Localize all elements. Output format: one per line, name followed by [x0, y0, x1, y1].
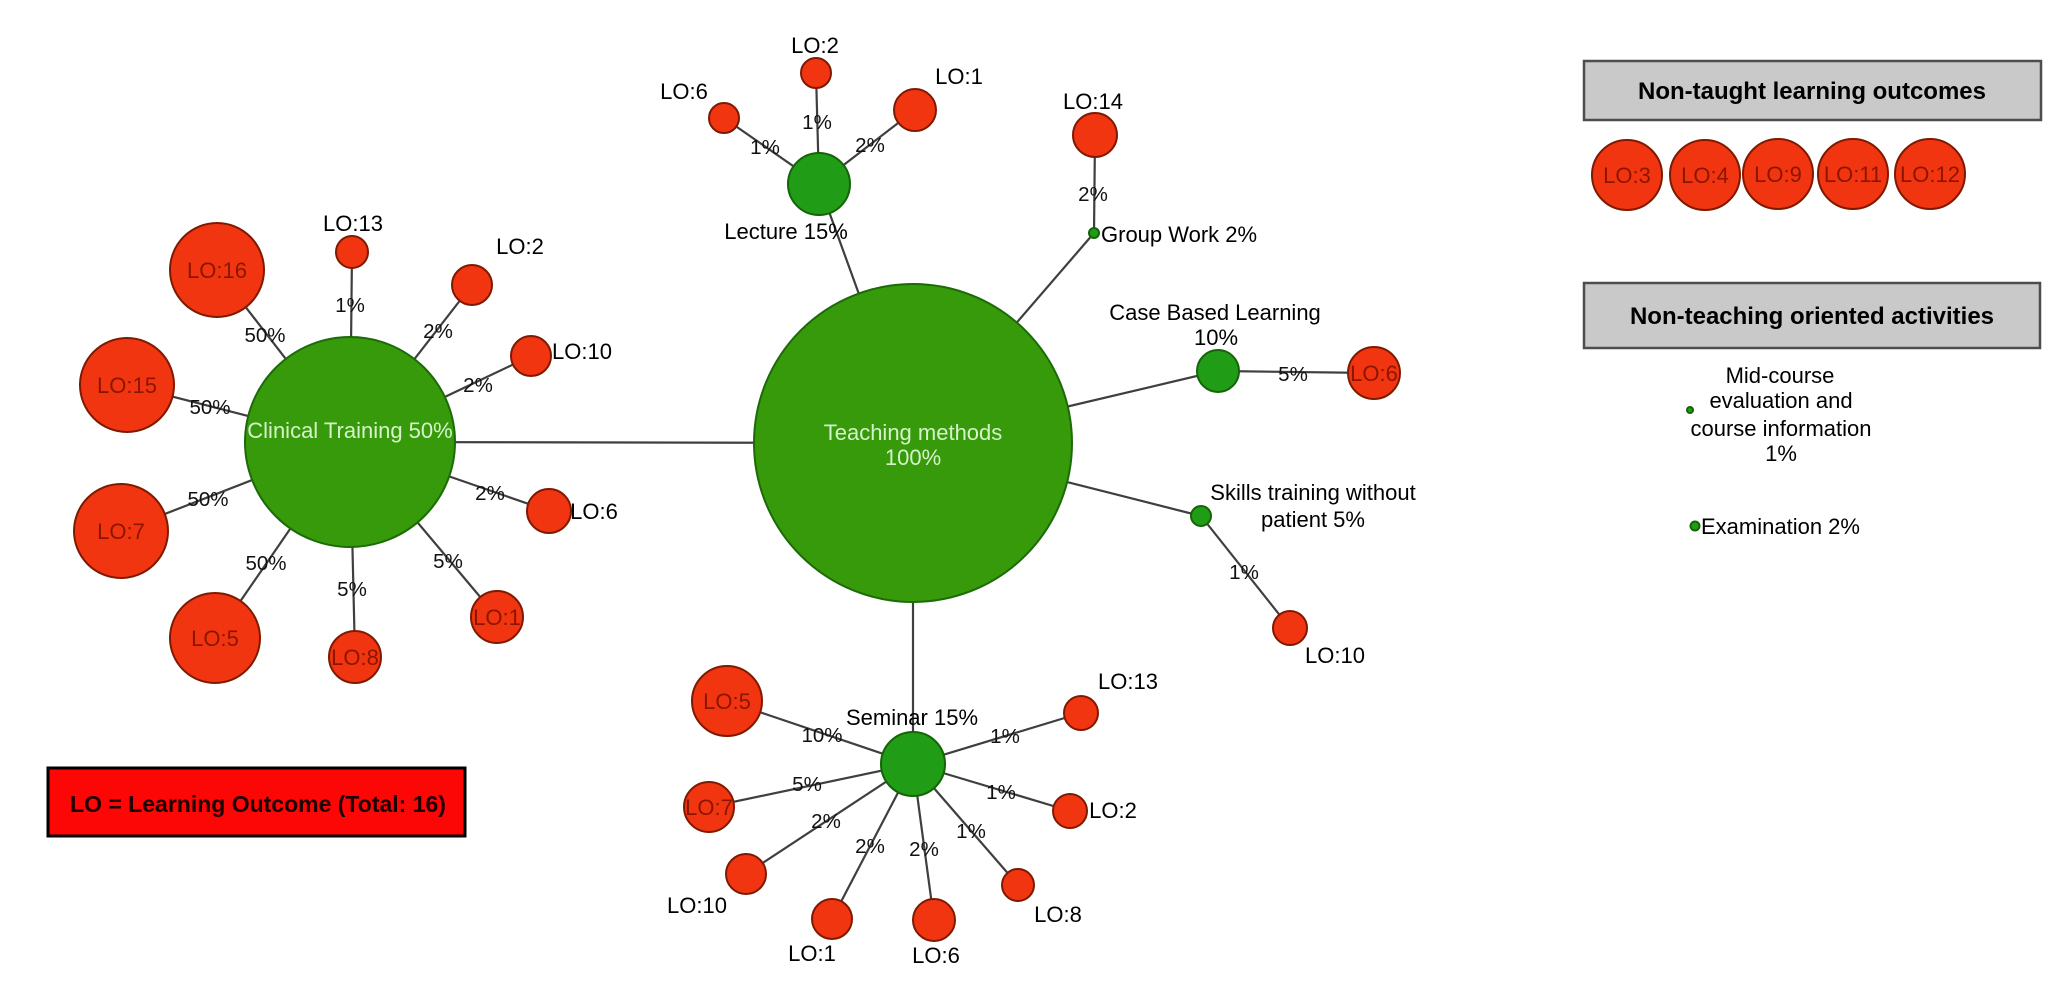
svg-text:1%: 1% — [335, 294, 365, 317]
svg-text:LO:1: LO:1 — [473, 605, 521, 630]
svg-text:5%: 5% — [337, 578, 367, 601]
svg-text:2%: 2% — [475, 482, 505, 505]
svg-text:LO:5: LO:5 — [703, 689, 751, 714]
svg-text:5%: 5% — [433, 550, 463, 573]
svg-text:Case Based Learning: Case Based Learning — [1109, 300, 1321, 325]
svg-text:Group Work 2%: Group Work 2% — [1101, 222, 1257, 247]
svg-text:LO:7: LO:7 — [685, 795, 733, 820]
svg-text:Teaching methods: Teaching methods — [824, 420, 1003, 445]
svg-text:1%: 1% — [1229, 561, 1259, 584]
svg-text:2%: 2% — [423, 320, 453, 343]
svg-text:LO:1: LO:1 — [788, 941, 836, 966]
svg-text:LO:2: LO:2 — [496, 234, 544, 259]
svg-text:LO:13: LO:13 — [1098, 669, 1158, 694]
svg-text:LO:15: LO:15 — [97, 373, 157, 398]
svg-text:10%: 10% — [1194, 325, 1238, 350]
svg-text:50%: 50% — [187, 488, 228, 511]
svg-text:100%: 100% — [885, 445, 941, 470]
svg-text:Non-taught learning outcomes: Non-taught learning outcomes — [1638, 78, 1986, 105]
svg-text:patient 5%: patient 5% — [1261, 507, 1365, 532]
svg-text:LO:8: LO:8 — [1034, 902, 1082, 927]
svg-text:1%: 1% — [986, 781, 1016, 804]
svg-text:50%: 50% — [189, 396, 230, 419]
svg-text:50%: 50% — [244, 324, 285, 347]
svg-text:2%: 2% — [1078, 183, 1108, 206]
svg-text:2%: 2% — [463, 374, 493, 397]
svg-text:LO = Learning Outcome (Total:: LO = Learning Outcome (Total: 16) — [70, 791, 446, 817]
svg-text:1%: 1% — [990, 725, 1020, 748]
svg-text:5%: 5% — [1278, 363, 1308, 386]
svg-text:Non-teaching oriented activiti: Non-teaching oriented activities — [1630, 303, 1994, 330]
svg-text:LO:16: LO:16 — [187, 258, 247, 283]
svg-text:Clinical Training 50%: Clinical Training 50% — [247, 418, 452, 443]
svg-text:evaluation and: evaluation and — [1709, 388, 1852, 413]
svg-text:LO:11: LO:11 — [1824, 162, 1882, 187]
svg-text:Skills training without: Skills training without — [1210, 480, 1415, 505]
svg-text:LO:2: LO:2 — [1089, 798, 1137, 823]
svg-text:LO:6: LO:6 — [1350, 361, 1398, 386]
svg-text:1%: 1% — [956, 820, 986, 843]
svg-text:LO:14: LO:14 — [1063, 89, 1123, 114]
svg-text:2%: 2% — [855, 835, 885, 858]
svg-text:LO:2: LO:2 — [791, 33, 839, 58]
svg-text:Mid-course: Mid-course — [1726, 363, 1835, 388]
svg-text:2%: 2% — [855, 134, 885, 157]
svg-text:1%: 1% — [750, 136, 780, 159]
svg-text:LO:6: LO:6 — [660, 79, 708, 104]
svg-text:Lecture 15%: Lecture 15% — [724, 219, 848, 244]
svg-text:LO:4: LO:4 — [1681, 163, 1729, 188]
svg-text:LO:10: LO:10 — [1305, 643, 1365, 668]
svg-text:2%: 2% — [811, 810, 841, 833]
svg-text:LO:7: LO:7 — [97, 519, 145, 544]
svg-text:LO:12: LO:12 — [1900, 162, 1960, 187]
svg-text:course information: course information — [1691, 416, 1872, 441]
svg-text:LO:13: LO:13 — [323, 211, 383, 236]
svg-text:LO:10: LO:10 — [552, 339, 612, 364]
svg-text:LO:6: LO:6 — [912, 943, 960, 968]
svg-text:1%: 1% — [1765, 441, 1797, 466]
svg-text:LO:5: LO:5 — [191, 626, 239, 651]
svg-text:Examination 2%: Examination 2% — [1701, 514, 1860, 539]
svg-text:LO:9: LO:9 — [1754, 162, 1802, 187]
svg-text:Seminar 15%: Seminar 15% — [846, 705, 978, 730]
svg-text:2%: 2% — [909, 838, 939, 861]
svg-text:5%: 5% — [792, 773, 822, 796]
svg-text:LO:3: LO:3 — [1603, 163, 1651, 188]
svg-text:LO:6: LO:6 — [570, 499, 618, 524]
svg-text:50%: 50% — [245, 552, 286, 575]
svg-text:10%: 10% — [801, 724, 842, 747]
svg-text:LO:10: LO:10 — [667, 893, 727, 918]
svg-text:1%: 1% — [802, 111, 832, 134]
svg-text:LO:1: LO:1 — [935, 64, 983, 89]
svg-text:LO:8: LO:8 — [331, 645, 379, 670]
